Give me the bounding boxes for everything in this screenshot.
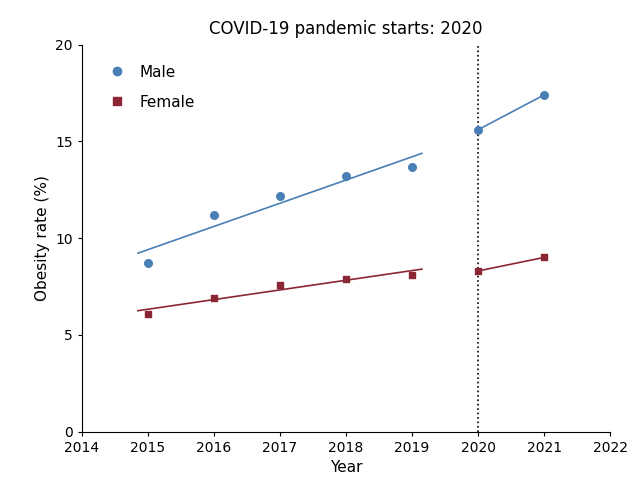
Point — [407, 163, 417, 171]
Point — [143, 259, 153, 267]
Point — [341, 172, 351, 180]
Point — [275, 191, 285, 199]
Legend: Male, Female: Male, Female — [94, 57, 203, 118]
Point — [407, 271, 417, 279]
Point — [275, 281, 285, 289]
Point — [473, 267, 483, 275]
Y-axis label: Obesity rate (%): Obesity rate (%) — [35, 175, 50, 301]
Point — [473, 126, 483, 134]
Point — [341, 275, 351, 283]
X-axis label: Year: Year — [330, 460, 362, 475]
Point — [209, 294, 219, 302]
Point — [539, 91, 549, 99]
Point — [209, 211, 219, 219]
Point — [143, 310, 153, 317]
Title: COVID-19 pandemic starts: 2020: COVID-19 pandemic starts: 2020 — [209, 19, 482, 38]
Point — [539, 253, 549, 261]
